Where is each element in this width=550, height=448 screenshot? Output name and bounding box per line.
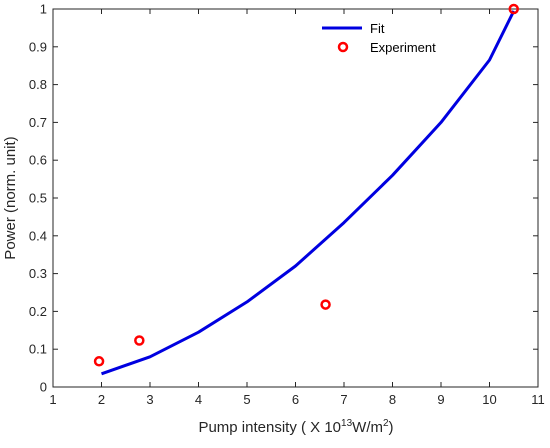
x-axis-title-unit-exponent: 2 (383, 418, 389, 429)
x-tick-label: 6 (292, 392, 299, 407)
y-tick-label: 0.3 (29, 266, 47, 281)
y-tick-label: 0.1 (29, 342, 47, 357)
x-axis-title: Pump intensity ( X 1013W/m2) (198, 418, 393, 436)
x-tick-label: 1 (49, 392, 56, 407)
y-tick-label: 0.4 (29, 228, 47, 243)
experiment-point (508, 3, 519, 15)
x-axis-title-prefix: Pump intensity ( X 10 (198, 419, 341, 436)
y-tick-label: 1 (40, 2, 47, 17)
experiment-point (320, 299, 331, 310)
y-axis-title: Power (norm. unit) (2, 136, 19, 259)
x-tick-label: 8 (389, 392, 396, 407)
x-axis-title-exponent: 13 (341, 418, 353, 429)
x-tick-label: 3 (146, 392, 153, 407)
legend: Fit Experiment (322, 21, 436, 55)
experiment-point (93, 356, 105, 367)
x-tick-label: 7 (340, 392, 347, 407)
y-axis: 0 0.1 0.2 0.3 0.4 0.5 0.6 0.7 0.8 0.9 1 (29, 2, 538, 395)
y-tick-label: 0.8 (29, 77, 47, 92)
x-axis-title-unit: W/m (352, 419, 383, 436)
x-axis-title-suffix: ) (389, 419, 394, 436)
x-axis: 1 2 3 4 5 6 7 8 9 10 11 (49, 9, 545, 407)
x-tick-label: 11 (531, 392, 545, 407)
experiment-point (134, 335, 145, 346)
y-tick-label: 0.7 (29, 115, 47, 130)
y-tick-label: 0.2 (29, 304, 47, 319)
plot-area (52, 8, 539, 388)
x-tick-label: 5 (243, 392, 250, 407)
x-tick-label: 2 (98, 392, 105, 407)
series-layer (93, 3, 519, 376)
y-tick-label: 0.9 (29, 39, 47, 54)
legend-experiment-swatch (337, 41, 349, 53)
y-tick-label: 0 (40, 380, 47, 395)
y-tick-label: 0.6 (29, 153, 47, 168)
x-tick-label: 9 (437, 392, 444, 407)
legend-experiment-label: Experiment (370, 40, 436, 55)
fit-line (101, 10, 516, 376)
y-tick-label: 0.5 (29, 191, 47, 206)
x-tick-label: 10 (482, 392, 496, 407)
x-tick-label: 4 (195, 392, 202, 407)
legend-fit-label: Fit (370, 21, 385, 36)
